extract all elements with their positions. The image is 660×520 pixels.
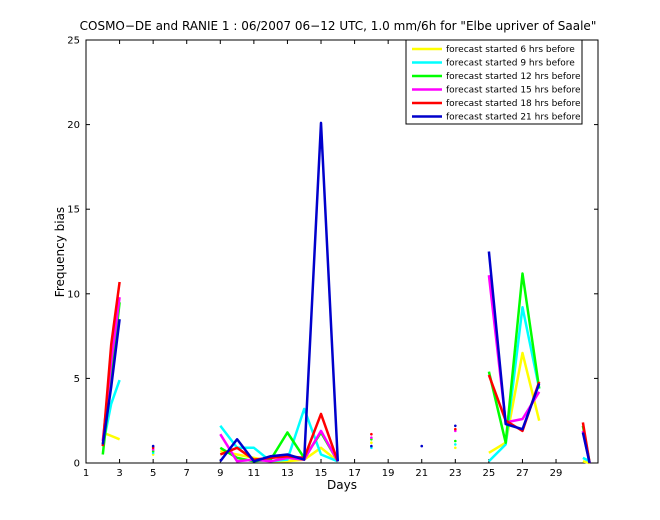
data-point: [370, 444, 373, 448]
data-point: [370, 436, 373, 439]
x-tick-label: 3: [116, 468, 122, 479]
data-point: [151, 444, 155, 448]
x-tick-label: 21: [415, 468, 428, 479]
data-point: [454, 446, 457, 450]
legend-label: forecast started 18 hrs before: [446, 99, 581, 109]
y-tick-label: 5: [74, 374, 80, 385]
series-line: [101, 281, 121, 447]
y-tick-label: 10: [67, 289, 80, 300]
x-tick-label: 17: [348, 468, 361, 479]
y-tick-label: 15: [67, 205, 80, 216]
x-tick-label: 27: [516, 468, 529, 479]
x-tick-label: 5: [150, 468, 156, 479]
legend-label: forecast started 21 hrs before: [446, 113, 581, 123]
x-tick-label: 1: [83, 468, 89, 479]
series-line: [219, 429, 339, 463]
x-axis-label: Days: [327, 478, 357, 492]
series-layer: [101, 121, 591, 465]
x-axis: 1 3 5 7 9 11 13 15 17 19 21 23 25 27 29: [83, 40, 563, 479]
x-tick-label: 29: [550, 468, 563, 479]
y-tick-label: 20: [67, 120, 80, 131]
series-line: [219, 412, 339, 462]
y-tick-label: 0: [74, 459, 80, 470]
data-point: [420, 444, 424, 448]
axes-box: [85, 39, 599, 464]
series-line: [581, 432, 591, 464]
legend-label: forecast started 15 hrs before: [446, 86, 581, 96]
plot-area: [85, 39, 599, 464]
data-point: [454, 427, 457, 431]
y-tick-label: 25: [67, 36, 80, 47]
legend-box: [405, 39, 583, 125]
legend-label: forecast started 9 hrs before: [446, 59, 575, 69]
y-axis: 0 5 10 15 20 25: [67, 36, 598, 470]
data-point: [454, 439, 457, 443]
series-line: [219, 121, 340, 463]
legend-label: forecast started 6 hrs before: [446, 45, 575, 55]
data-point: [454, 424, 457, 428]
x-tick-label: 25: [483, 468, 496, 479]
y-axis-label: Frequency bias: [53, 207, 67, 297]
series-line: [488, 351, 541, 454]
x-tick-label: 9: [217, 468, 223, 479]
series-line: [487, 251, 541, 431]
chart-title: COSMO−DE and RANIE 1 : 06/2007 06−12 UTC…: [80, 19, 597, 33]
data-point: [370, 432, 373, 436]
x-tick-label: 23: [449, 468, 462, 479]
legend-label: forecast started 12 hrs before: [446, 72, 581, 82]
x-tick-label: 19: [382, 468, 395, 479]
series-line: [487, 272, 541, 444]
x-tick-label: 11: [248, 468, 261, 479]
data-point: [370, 441, 373, 444]
x-tick-label: 15: [315, 468, 328, 479]
x-tick-label: 13: [281, 468, 294, 479]
x-tick-label: 7: [184, 468, 190, 479]
series: [101, 121, 591, 464]
series-line: [101, 319, 121, 445]
data-point: [454, 443, 457, 446]
legend: forecast started 6 hrs before forecast st…: [405, 39, 583, 125]
series-line: [488, 306, 541, 463]
